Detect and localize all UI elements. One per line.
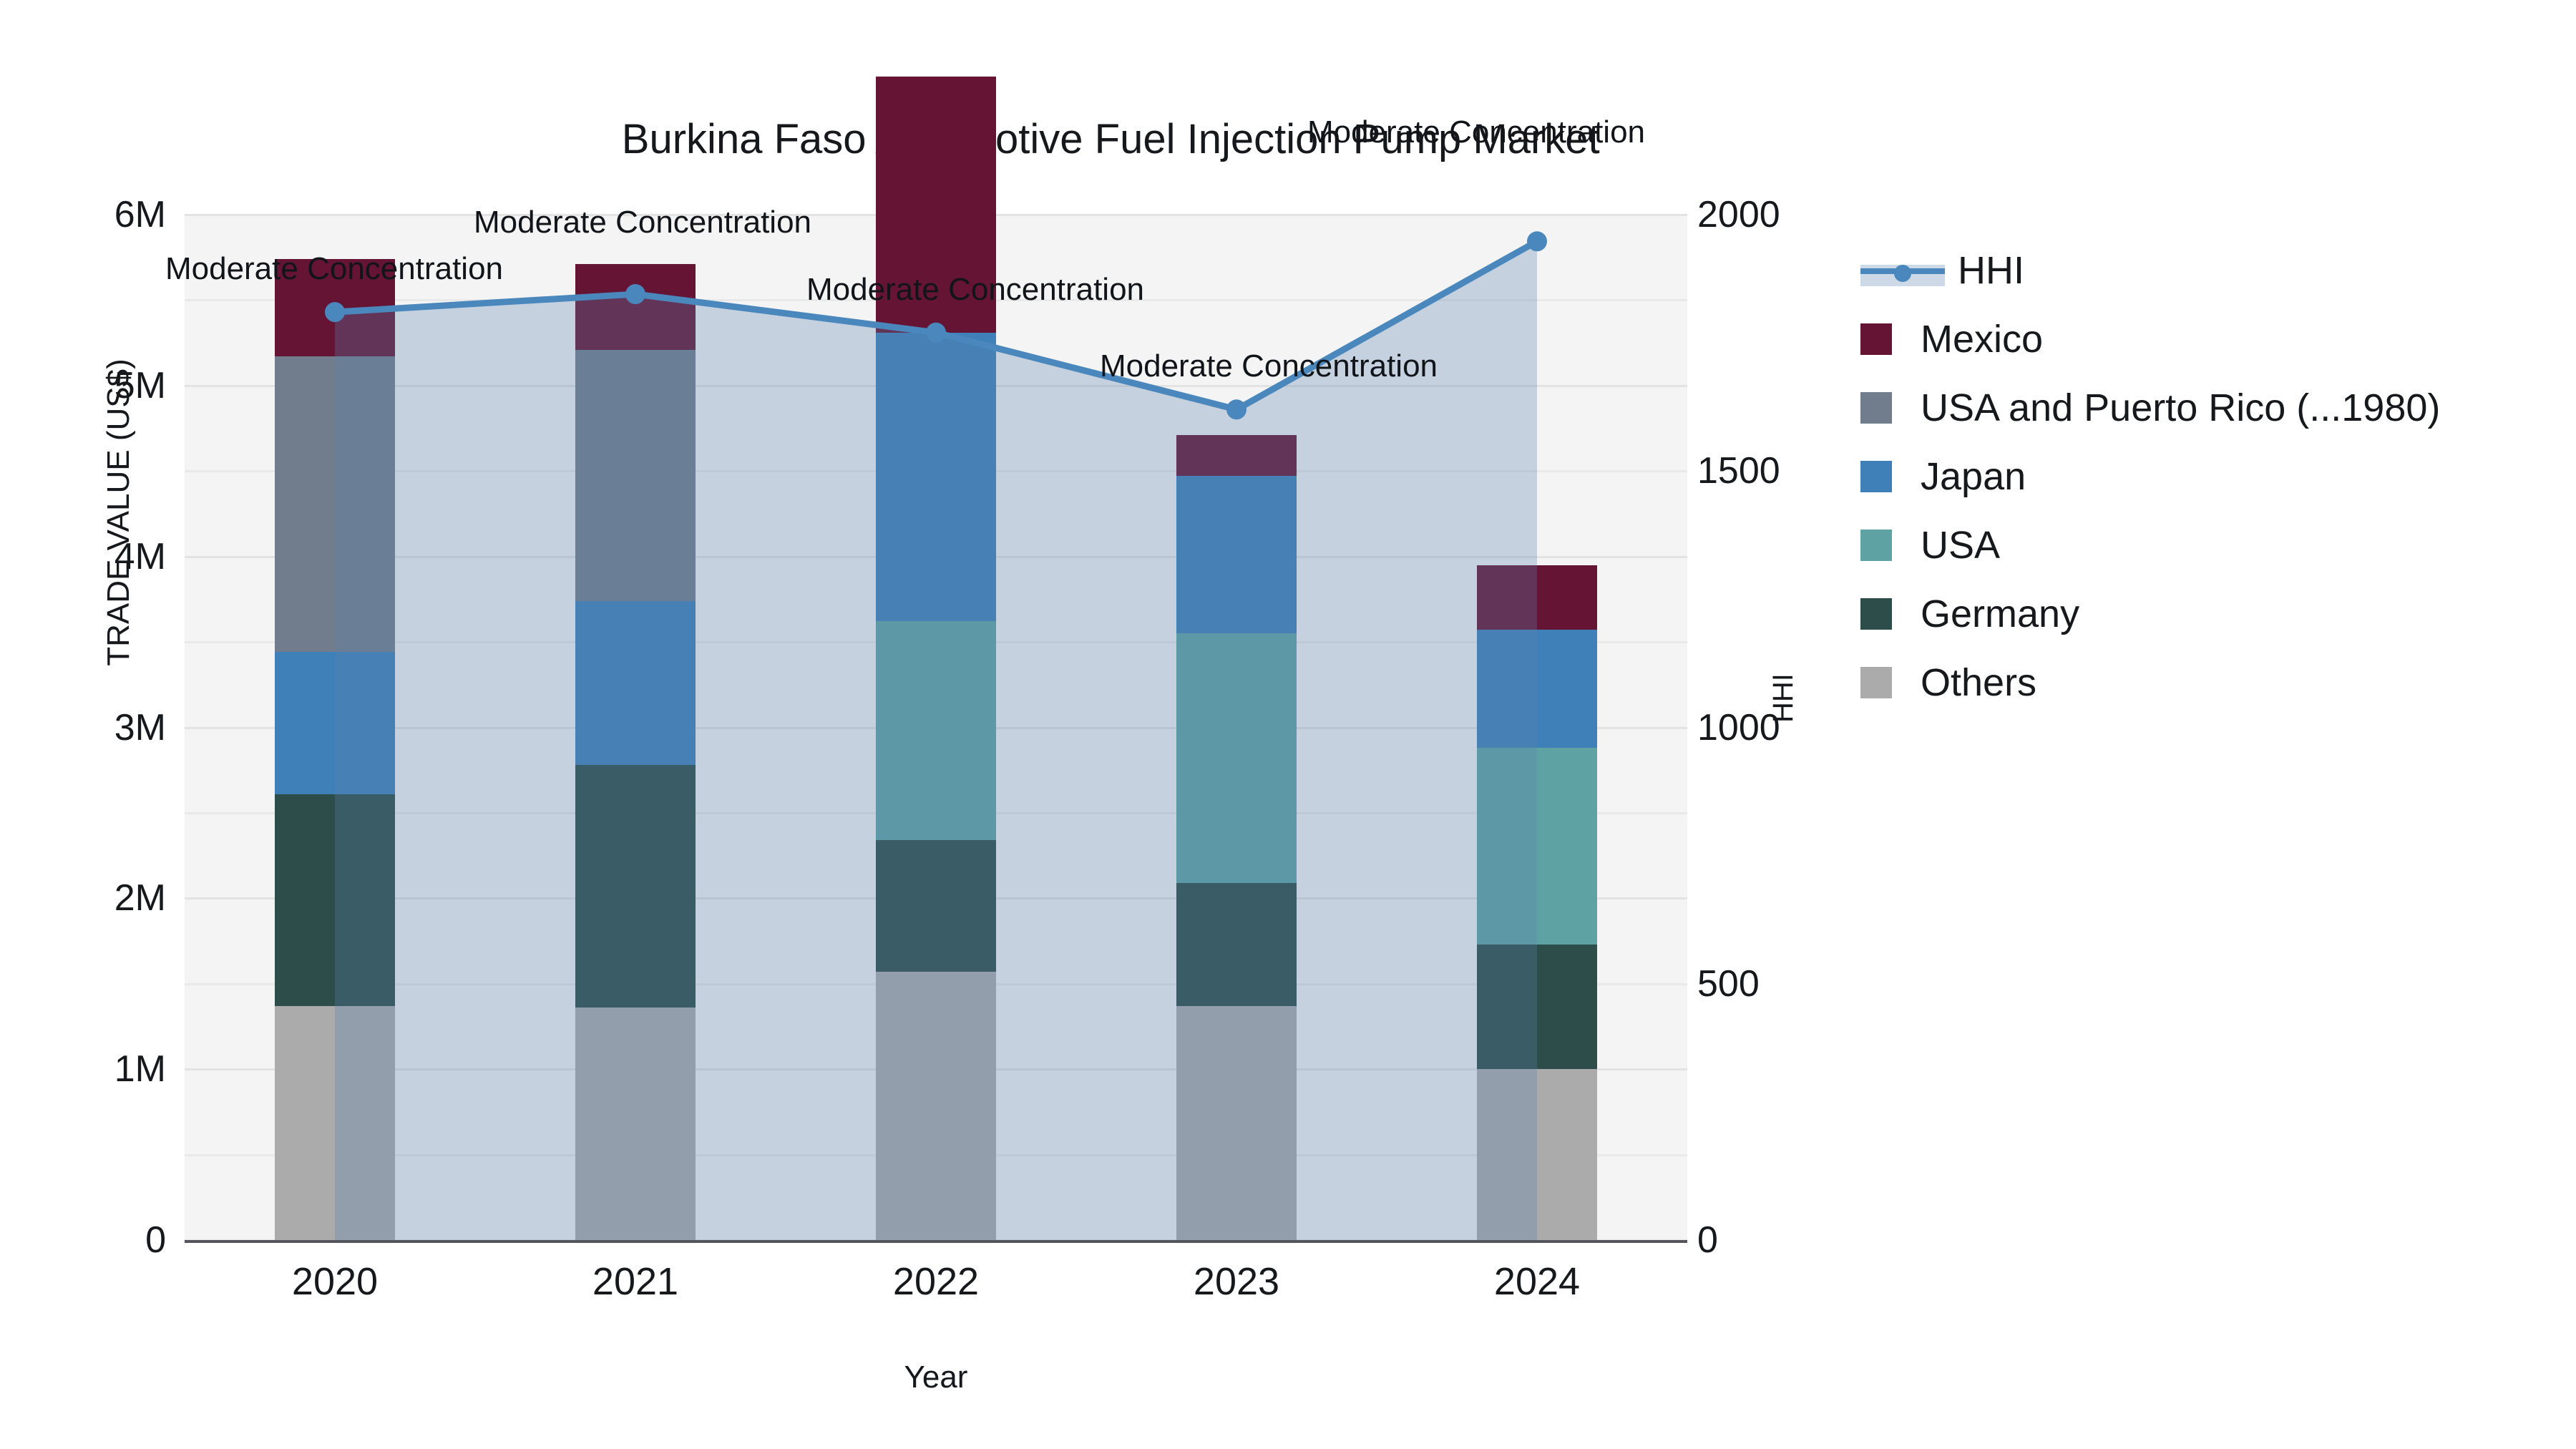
y-axis-right-tick: 1500	[1697, 450, 1780, 492]
bar-segment[interactable]	[575, 349, 696, 601]
bar-segment[interactable]	[876, 972, 996, 1240]
bar-segment[interactable]	[275, 652, 395, 794]
legend-item[interactable]: Japan	[1860, 442, 2562, 511]
legend-item-label: HHI	[1958, 249, 2024, 292]
annotation-label: Moderate Concentration	[1307, 114, 1646, 150]
legend-item-label: Japan	[1921, 455, 2026, 498]
legend-item[interactable]: USA and Puerto Rico (...1980)	[1860, 374, 2562, 442]
y-axis-right-tick: 0	[1697, 1219, 1718, 1261]
legend-color-swatch	[1860, 461, 1892, 492]
legend-item[interactable]: Mexico	[1860, 305, 2562, 374]
bar-segment[interactable]	[575, 765, 696, 1008]
bar-segment[interactable]	[575, 1008, 696, 1240]
x-axis-tick: 2020	[291, 1260, 379, 1303]
x-axis-label: Year	[904, 1360, 968, 1395]
y-axis-left-tick: 0	[145, 1219, 166, 1261]
hhi-data-point[interactable]	[1226, 399, 1246, 420]
legend-color-swatch	[1860, 598, 1892, 630]
annotation-label: Moderate Concentration	[806, 271, 1145, 307]
annotation-label: Moderate Concentration	[165, 251, 504, 287]
bar-segment[interactable]	[1176, 633, 1297, 883]
legend-color-swatch	[1860, 530, 1892, 561]
bar-segment[interactable]	[575, 600, 696, 766]
hhi-area-fill	[335, 241, 1537, 1240]
x-axis-tick: 2024	[1493, 1260, 1581, 1303]
legend-item[interactable]: USA	[1860, 511, 2562, 580]
bar-segment[interactable]	[1176, 476, 1297, 634]
y-axis-right-tick: 500	[1697, 962, 1760, 1005]
x-axis-tick: 2022	[892, 1260, 980, 1303]
y-axis-left-tick: 6M	[114, 194, 166, 235]
legend-item-label: USA and Puerto Rico (...1980)	[1921, 386, 2441, 429]
x-axis-tick: 2023	[1193, 1260, 1280, 1303]
legend-color-swatch	[1860, 667, 1892, 698]
legend-item[interactable]: Germany	[1860, 580, 2562, 648]
y-axis-left-tick: 3M	[114, 706, 166, 748]
legend-item-label: USA	[1921, 524, 2001, 567]
hhi-data-point[interactable]	[625, 284, 645, 305]
x-axis-line	[185, 1240, 1687, 1243]
bar-segment[interactable]	[275, 1005, 395, 1240]
y-axis-right-tick: 1000	[1697, 706, 1780, 748]
legend-item-label: Others	[1921, 661, 2037, 704]
bar-segment[interactable]	[876, 332, 996, 622]
bar-segment[interactable]	[1477, 630, 1597, 748]
legend-item[interactable]: HHI	[1860, 236, 2562, 305]
bar-segment[interactable]	[876, 621, 996, 841]
hhi-data-point[interactable]	[325, 302, 345, 323]
hhi-data-point[interactable]	[926, 322, 946, 343]
bar-segment[interactable]	[1477, 944, 1597, 1070]
bar-segment[interactable]	[1477, 748, 1597, 945]
bar-segment[interactable]	[1176, 1005, 1297, 1240]
bar-segment[interactable]	[1176, 435, 1297, 477]
chart-title-line1: Burkina Faso Automotive Fuel Injection P…	[621, 115, 1600, 162]
bar-segment[interactable]	[1477, 1069, 1597, 1240]
bar-segment[interactable]	[1477, 565, 1597, 630]
annotation-label: Moderate Concentration	[1099, 348, 1438, 384]
x-axis-tick: 2021	[592, 1260, 679, 1303]
y-axis-left-tick: 1M	[114, 1048, 166, 1091]
hhi-overlay	[325, 231, 1547, 1240]
bar-segment[interactable]	[1176, 882, 1297, 1006]
y-axis-right-tick: 2000	[1697, 194, 1780, 235]
annotation-label: Moderate Concentration	[473, 205, 812, 240]
legend-item-label: Mexico	[1921, 318, 2044, 361]
legend: HHI Mexico USA and Puerto Rico (...1980) Ja…	[1860, 236, 2562, 717]
y-axis-left-tick: 2M	[114, 877, 166, 919]
plot-area	[185, 76, 1687, 1241]
legend-item[interactable]: Others	[1860, 648, 2562, 717]
legend-color-swatch	[1860, 323, 1892, 355]
legend-dot	[1894, 265, 1911, 282]
bar-segment[interactable]	[876, 840, 996, 972]
hhi-data-point[interactable]	[1527, 231, 1547, 252]
bar-segment[interactable]	[275, 356, 395, 653]
legend-item-label: Germany	[1921, 592, 2080, 635]
bar-segment[interactable]	[876, 76, 996, 333]
y-axis-left-label: TRADE VALUE (US$)	[101, 358, 136, 666]
y-axis-left-tick: 5M	[114, 364, 166, 406]
bar-segment[interactable]	[575, 264, 696, 350]
y-axis-left-tick: 4M	[114, 535, 166, 577]
legend-line-marker-icon	[1860, 255, 1945, 286]
legend-color-swatch	[1860, 392, 1892, 424]
bar-segment[interactable]	[275, 794, 395, 1006]
